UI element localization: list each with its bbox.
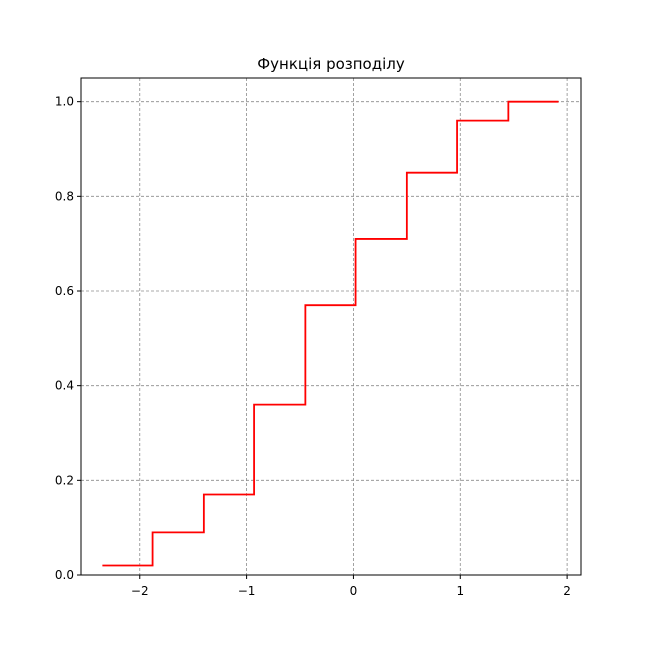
y-tick-label: 0.0 [55, 568, 74, 582]
series-step-line [102, 100, 559, 567]
x-tick-label: −2 [131, 584, 149, 598]
y-tick-label: 0.6 [55, 284, 74, 298]
plot-area-frame [80, 77, 582, 576]
x-tick-label: 1 [456, 584, 464, 598]
axis-ticks: −2 −1 0 1 2 0.0 0.2 0.4 0.6 0.8 1.0 [55, 95, 571, 598]
y-tick-label: 0.8 [55, 189, 74, 203]
y-tick-label: 1.0 [55, 95, 74, 109]
y-tick-label: 0.4 [55, 379, 74, 393]
chart-title: Функція розподілу [257, 55, 405, 73]
grid-lines [81, 78, 581, 576]
x-tick-label: 2 [563, 584, 571, 598]
x-tick-label: −1 [238, 584, 256, 598]
x-tick-label: 0 [350, 584, 358, 598]
y-tick-label: 0.2 [55, 473, 74, 487]
plot-series [102, 100, 559, 567]
